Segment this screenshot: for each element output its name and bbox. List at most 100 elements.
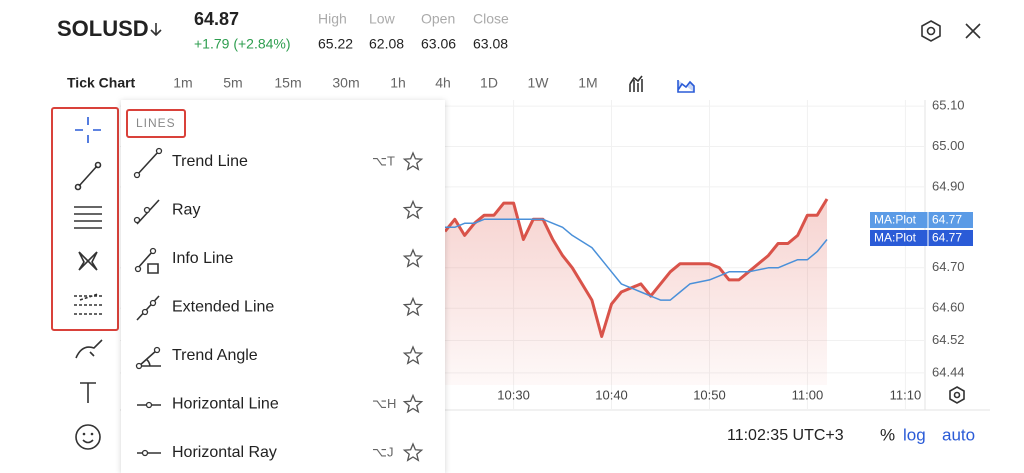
menu-item[interactable]: Info Line	[134, 247, 424, 274]
menu-item[interactable]: Horizontal Ray ⌥J	[137, 442, 424, 462]
projection-tool[interactable]	[74, 293, 102, 315]
brush-tool[interactable]	[75, 339, 103, 359]
interval[interactable]: 5m	[223, 75, 242, 91]
pattern-tool[interactable]	[78, 251, 98, 271]
menu-item-icon-dot	[141, 308, 149, 316]
menu-item-icon-dot	[135, 362, 143, 370]
interval[interactable]: 1m	[173, 75, 192, 91]
menu-item-name[interactable]: Horizontal Ray	[172, 444, 277, 461]
symbol-menu-arrow[interactable]	[150, 23, 162, 37]
chart-area: 65.10 65.00 64.90 64.70 64.60 64.52 64.44 10:30…	[120, 98, 990, 411]
stat-label: Open	[421, 11, 455, 27]
ma-line	[445, 218, 828, 301]
price-tag-label: MA:Plot	[874, 231, 917, 245]
status-option[interactable]: auto	[942, 425, 975, 444]
status-option[interactable]: log	[903, 425, 926, 444]
axis-settings[interactable]	[949, 386, 965, 404]
x-tick-label: 10:50	[693, 387, 726, 402]
indicators-button[interactable]	[629, 75, 643, 92]
menu-item-icon	[136, 250, 159, 274]
stat-label: Low	[369, 11, 396, 27]
text-tool[interactable]	[80, 382, 96, 403]
menu-item-icon-dot	[143, 206, 151, 214]
stat-label: Close	[473, 11, 509, 27]
price-tag-bg	[870, 230, 973, 246]
favorite-star[interactable]	[402, 393, 424, 414]
stat-value: 63.08	[473, 36, 508, 52]
menu-item-icon	[136, 295, 160, 321]
favorite-star[interactable]	[402, 296, 424, 317]
menu-item-shortcut: ⌥J	[372, 444, 393, 459]
status-option[interactable]: %	[880, 425, 895, 444]
x-tick-label: 11:10	[890, 387, 922, 402]
menu-item[interactable]: Trend Line ⌥T	[133, 147, 424, 179]
menu-item-icon-dot	[149, 299, 157, 307]
menu-item-shortcut: ⌥H	[372, 396, 396, 411]
menu-item-icon-dot	[155, 147, 163, 155]
y-tick-label: 64.70	[932, 259, 965, 274]
symbol[interactable]: SOLUSD	[57, 16, 149, 41]
interval[interactable]: 30m	[332, 75, 359, 91]
emoji-tool[interactable]	[75, 424, 101, 450]
chart-type[interactable]: Tick Chart	[67, 75, 136, 91]
y-tick-label: 64.52	[932, 332, 965, 347]
favorite-star[interactable]	[402, 199, 424, 220]
last-price: 64.87	[194, 9, 239, 29]
crosshair-tool[interactable]	[75, 117, 101, 143]
favorite-star[interactable]	[402, 442, 424, 462]
menu-item-name[interactable]: Trend Angle	[172, 347, 258, 364]
menu-item-icon-dot	[133, 171, 141, 179]
menu-section: LINES	[136, 116, 176, 130]
interval[interactable]: 15m	[274, 75, 301, 91]
axis-settings-icon[interactable]	[949, 386, 965, 404]
favorite-star[interactable]	[402, 151, 424, 171]
menu-item-name[interactable]: Info Line	[172, 250, 233, 267]
highlight-box	[51, 107, 119, 331]
x-tick-label: 10:40	[595, 387, 628, 402]
status-options: % log auto	[880, 425, 975, 444]
stat-value: 63.06	[421, 36, 456, 52]
menu-item[interactable]: Ray	[133, 199, 424, 225]
settings-button[interactable]	[921, 20, 941, 42]
stat-value: 65.22	[318, 36, 353, 52]
price-tag-value: 64.77	[932, 213, 962, 227]
price-tag-label: MA:Plot	[874, 213, 917, 227]
clock: 11:02:35 UTC+3	[727, 427, 844, 444]
menu-item-name[interactable]: Ray	[172, 202, 200, 219]
y-tick-label: 64.44	[932, 364, 965, 379]
x-tick-label: 10:30	[497, 387, 530, 402]
x-tick-label: 11:00	[792, 387, 824, 402]
y-tick-label: 64.60	[932, 300, 965, 315]
fib-tool[interactable]	[74, 206, 102, 229]
menu-item[interactable]: Horizontal Line ⌥H	[137, 393, 424, 414]
price-change: +1.79 (+2.84%)	[194, 36, 291, 52]
trend-line-tool[interactable]	[74, 161, 102, 191]
y-tick-label: 65.00	[932, 138, 965, 153]
menu-item-name[interactable]: Horizontal Line	[172, 396, 279, 413]
drawing-tools	[51, 107, 119, 450]
menu-item[interactable]: Extended Line	[136, 295, 424, 321]
interval[interactable]: 1M	[578, 75, 597, 91]
menu-item-name[interactable]: Extended Line	[172, 299, 274, 316]
menu-item-icon-dot	[145, 401, 153, 409]
interval[interactable]: 1h	[390, 75, 406, 91]
favorite-star[interactable]	[402, 248, 424, 268]
favorite-star[interactable]	[402, 345, 424, 365]
stat-value: 62.08	[369, 36, 404, 52]
y-tick-label: 64.90	[932, 178, 965, 193]
axis-settings-icon[interactable]	[953, 391, 961, 399]
y-tick-label: 65.10	[932, 98, 965, 113]
interval[interactable]: 1D	[480, 75, 498, 91]
chart-style-button[interactable]	[677, 80, 695, 93]
interval[interactable]: 4h	[435, 75, 451, 91]
menu-item-name[interactable]: Trend Line	[172, 153, 248, 170]
close-button[interactable]	[965, 23, 981, 39]
interval[interactable]: 1W	[528, 75, 550, 91]
intervals: 1m 5m 15m 30m 1h 4h 1D 1W 1M	[173, 75, 597, 91]
stat-label: High	[318, 11, 347, 27]
menu-item-icon-dot	[141, 449, 149, 457]
menu-item-icon-dot	[149, 247, 157, 255]
menu-item[interactable]: Trend Angle	[135, 345, 424, 370]
price-tag-value: 64.77	[932, 231, 962, 245]
